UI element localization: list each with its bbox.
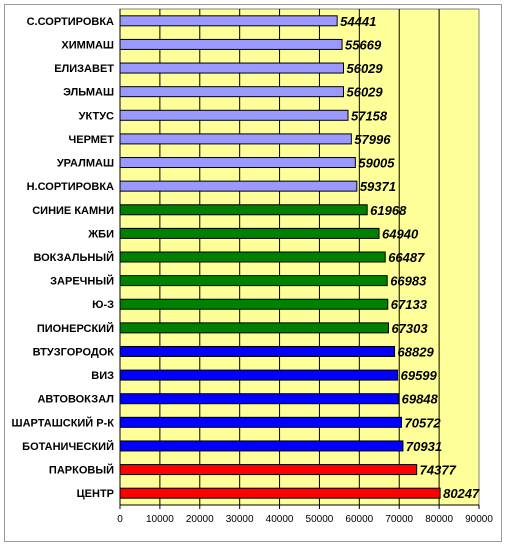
bar — [119, 109, 349, 121]
data-label: 70931 — [406, 439, 442, 454]
bar — [119, 393, 400, 405]
data-label: 66983 — [390, 274, 427, 289]
data-label: 67133 — [391, 297, 428, 312]
category-label: УРАЛМАШ — [57, 158, 114, 170]
category-label: ЕЛИЗАВЕТ — [54, 63, 114, 75]
bar — [119, 487, 441, 499]
data-label: 59371 — [360, 179, 396, 194]
category-label: С.СОРТИРОВКА — [27, 16, 114, 28]
data-label: 54441 — [340, 14, 376, 29]
data-label: 56029 — [346, 61, 383, 76]
category-label: ПИОНЕРСКИЙ — [37, 322, 114, 335]
data-label: 57996 — [354, 132, 391, 147]
category-label: ВОКЗАЛЬНЫЙ — [33, 251, 114, 264]
x-tick-label: 20000 — [186, 514, 214, 525]
category-label: БОТАНИЧЕСКИЙ — [22, 440, 114, 453]
category-label: СИНИЕ КАМНИ — [32, 205, 114, 217]
data-label: 74377 — [420, 463, 457, 478]
chart-container: С.СОРТИРОВКА ХИММАШ ЕЛИЗАВЕТ ЭЛЬМАШ УКТУС ЧЕР… — [4, 4, 502, 542]
x-tick-label: 0 — [117, 514, 123, 525]
x-tick-label: 90000 — [465, 514, 493, 525]
data-label: 69848 — [402, 392, 439, 407]
bar — [119, 133, 352, 145]
category-label: ЧЕРМЕТ — [69, 134, 115, 146]
bar — [119, 86, 344, 98]
value-labels: 54441 55669 56029 56029 57158 57996 59005 59371… — [340, 14, 480, 501]
bar — [119, 275, 388, 287]
category-label: ЦЕНТР — [77, 488, 114, 500]
bar — [119, 345, 396, 357]
data-label: 61968 — [370, 203, 407, 218]
x-tick-label: 50000 — [306, 514, 334, 525]
bar — [119, 251, 386, 263]
category-labels: С.СОРТИРОВКА ХИММАШ ЕЛИЗАВЕТ ЭЛЬМАШ УКТУС ЧЕР… — [12, 16, 115, 500]
x-tick-label: 30000 — [226, 514, 254, 525]
category-label: УКТУС — [79, 110, 114, 122]
category-label: ВТУЗГОРОДОК — [33, 346, 115, 358]
category-label: Н.СОРТИРОВКА — [27, 181, 114, 193]
bar — [119, 298, 389, 310]
x-tick-label: 60000 — [345, 514, 373, 525]
data-label: 70572 — [405, 415, 442, 430]
data-label: 67303 — [391, 321, 428, 336]
category-label: ХИММАШ — [61, 39, 114, 51]
bar — [119, 369, 399, 381]
data-label: 69599 — [401, 368, 438, 383]
data-label: 59005 — [358, 156, 395, 171]
bar — [119, 62, 344, 74]
data-label: 55669 — [345, 37, 382, 52]
bar — [119, 180, 358, 192]
x-tick-label: 80000 — [425, 514, 453, 525]
x-tick-label: 40000 — [266, 514, 294, 525]
bar — [119, 204, 368, 216]
data-label: 66487 — [388, 250, 425, 265]
x-tick-label: 10000 — [146, 514, 174, 525]
category-label: ПАРКОВЫЙ — [49, 464, 114, 477]
bar — [119, 157, 356, 169]
bar — [119, 15, 338, 27]
category-label: ЭЛЬМАШ — [63, 87, 114, 99]
category-label: ЗАРЕЧНЫЙ — [50, 275, 114, 288]
bar-chart: С.СОРТИРОВКА ХИММАШ ЕЛИЗАВЕТ ЭЛЬМАШ УКТУС ЧЕР… — [12, 8, 493, 525]
bar — [119, 440, 404, 452]
data-label: 80247 — [443, 486, 480, 501]
bar — [119, 38, 343, 50]
category-label: АВТОВОКЗАЛ — [37, 394, 114, 406]
category-label: ЖБИ — [87, 228, 114, 240]
x-axis: 0 10000 20000 30000 40000 50000 60000 70000 8000… — [117, 9, 493, 525]
x-tick-label: 70000 — [385, 514, 413, 525]
data-label: 57158 — [351, 108, 388, 123]
bar — [119, 464, 418, 476]
bar — [119, 227, 380, 239]
bar — [119, 322, 389, 334]
data-label: 56029 — [346, 85, 383, 100]
data-label: 68829 — [398, 344, 435, 359]
category-label: ВИЗ — [91, 370, 114, 382]
data-label: 64940 — [382, 226, 419, 241]
category-label: Ю-З — [92, 299, 114, 311]
bar — [119, 416, 403, 428]
category-label: ШАРТАШСКИЙ Р-К — [12, 416, 115, 429]
